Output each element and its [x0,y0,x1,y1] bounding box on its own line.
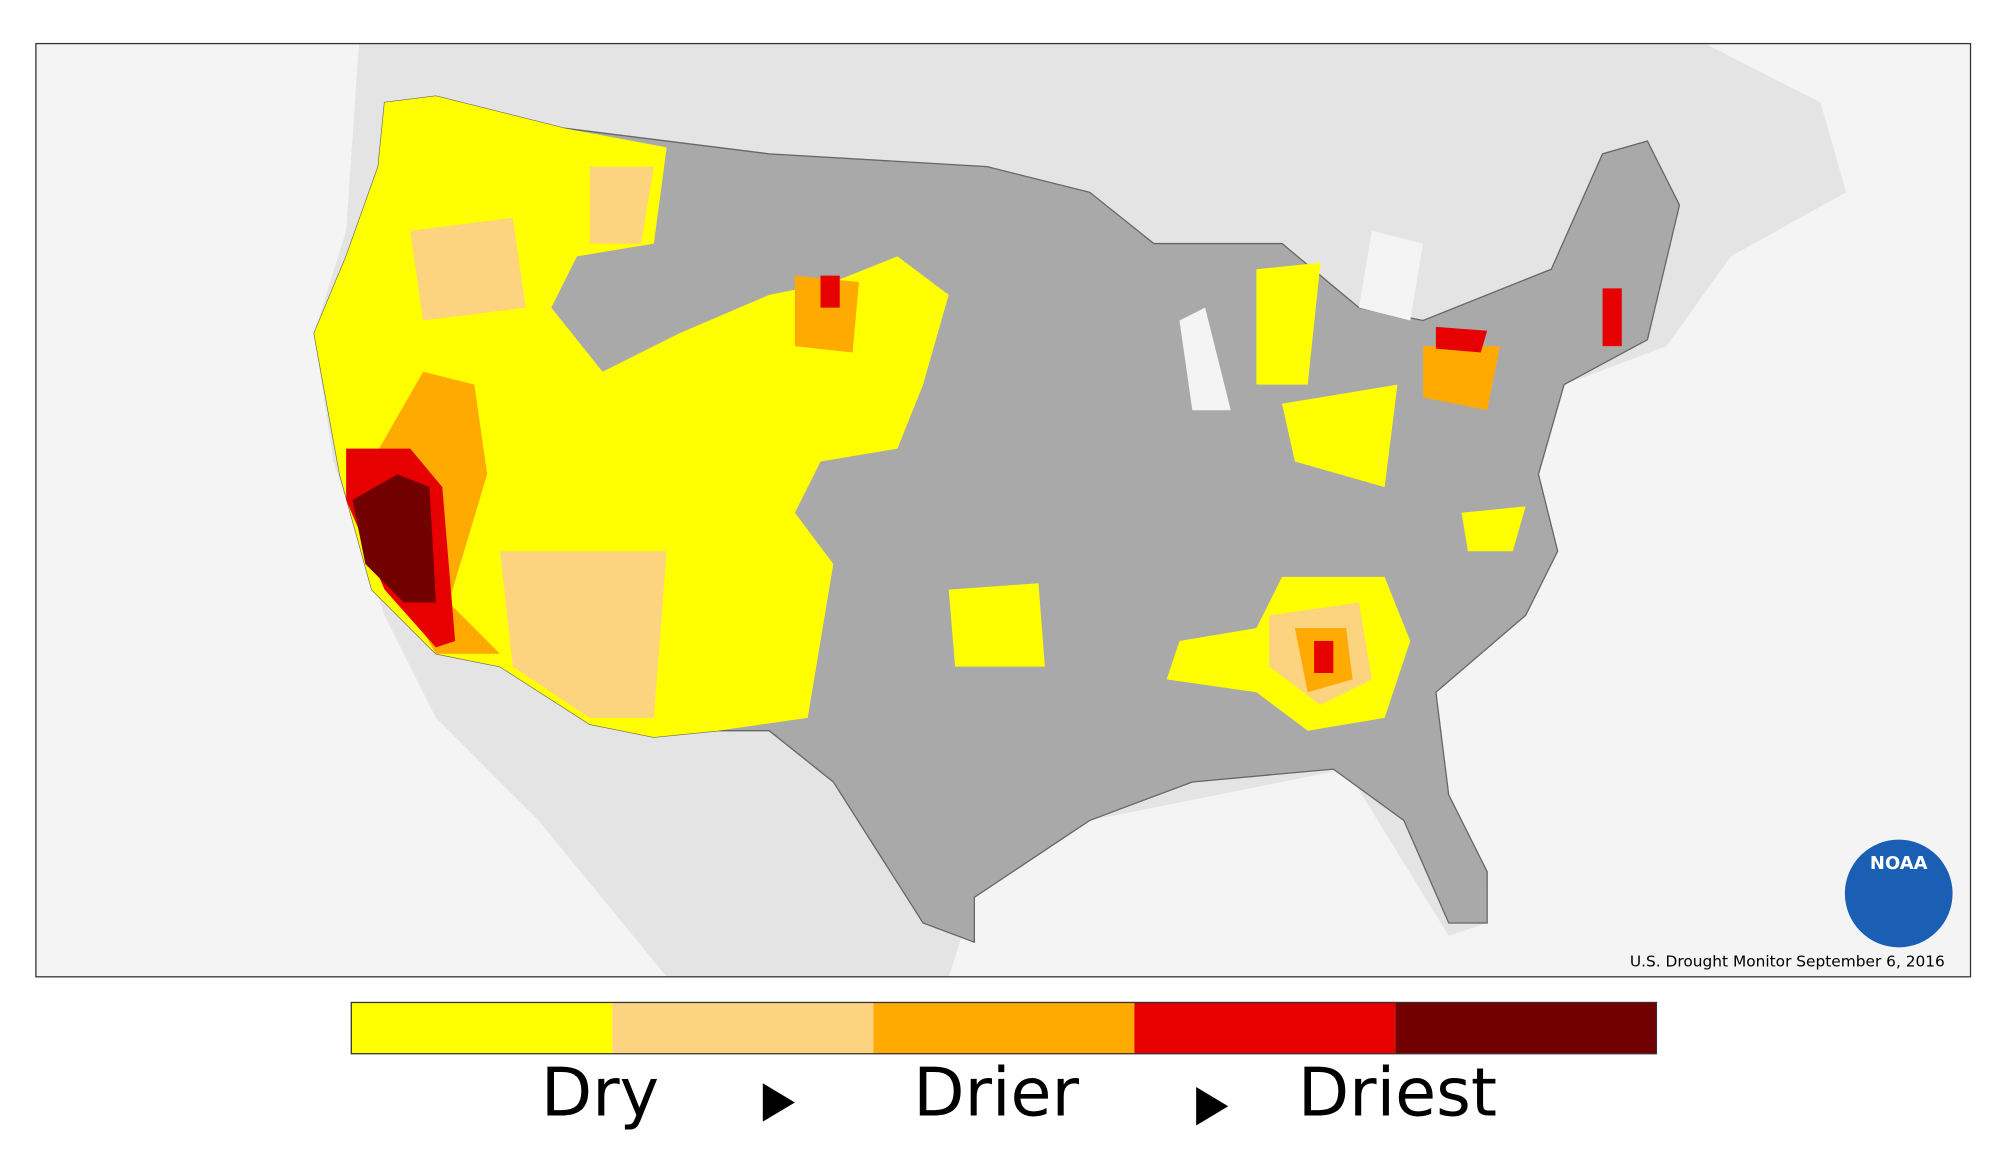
credit: U.S. Drought Monitor September 6, 2016 [1630,953,1945,971]
arrow [762,1083,795,1122]
arrow [1196,1087,1229,1126]
map [35,43,1971,977]
drought-area [1314,640,1334,674]
legend-swatch [873,1002,1135,1054]
legend-swatch [612,1002,874,1054]
legend-swatch [1395,1002,1657,1054]
legend [351,1002,1657,1054]
legend-label: Drier [913,1053,1079,1131]
logo-text: NOAA [1870,853,1928,874]
legend-swatch [351,1002,613,1054]
legend-label: Driest [1298,1053,1497,1131]
lake [1179,230,1424,411]
legend-swatch [1134,1002,1396,1054]
legend-frame [350,1001,1658,1055]
drought-area [352,474,436,603]
drought-area [410,166,667,718]
drought-area [948,262,1526,731]
map-frame [35,42,1972,978]
logo [1844,839,1953,948]
legend-label: Dry [541,1053,659,1131]
